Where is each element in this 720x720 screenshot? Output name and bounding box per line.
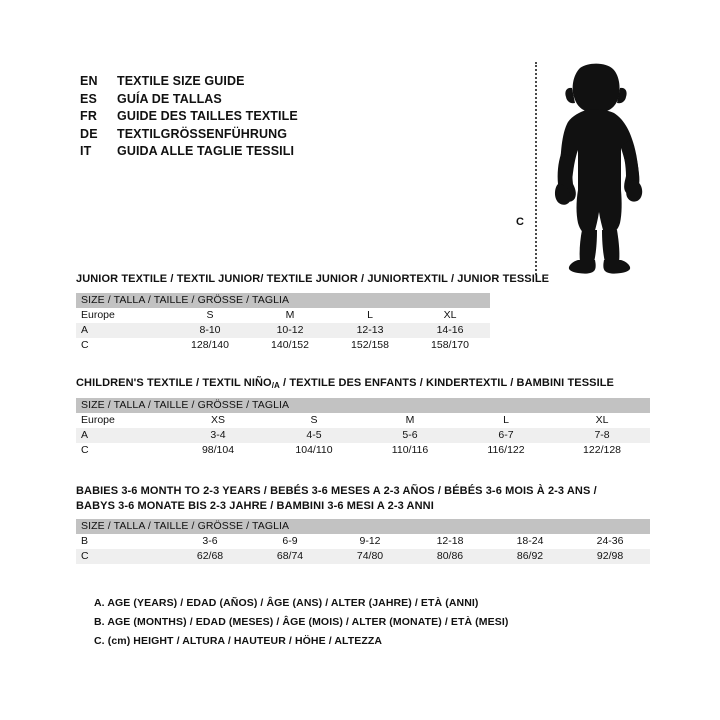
language-code: EN [80,74,98,88]
table-cell: 152/158 [330,337,410,353]
table-row: B 3-6 6-9 9-12 12-18 18-24 24-36 [76,534,651,549]
table-row: Europe S M L XL [76,307,491,323]
table-row: C 128/140 140/152 152/158 158/170 [76,337,491,353]
row-label: C [76,442,170,458]
table-cell: 3-6 [170,534,250,549]
row-label: C [76,337,170,353]
table-cell: 104/110 [266,442,362,458]
language-code: FR [80,109,98,123]
table-cell: 62/68 [170,549,250,564]
section-junior-textile: JUNIOR TEXTILE / TEXTIL JUNIOR/ TEXTILE … [76,272,549,353]
table-cell: 140/152 [250,337,330,353]
table-cell: S [266,412,362,428]
table-bar-row: SIZE / TALLA / TAILLE / GRÖSSE / TAGLIA [76,397,651,413]
row-label: A [76,427,170,443]
size-bar-label: SIZE / TALLA / TAILLE / GRÖSSE / TAGLIA [76,292,491,308]
table-cell: 14-16 [410,322,491,338]
table-cell: 9-12 [330,534,410,549]
table-cell: 6-7 [458,427,554,443]
section-title: JUNIOR TEXTILE / TEXTIL JUNIOR/ TEXTILE … [76,273,550,285]
language-row: ES GUÍA DE TALLAS [80,92,500,110]
table-bar-row: SIZE / TALLA / TAILLE / GRÖSSE / TAGLIA [76,519,651,534]
table-bar-row: SIZE / TALLA / TAILLE / GRÖSSE / TAGLIA [76,292,491,308]
size-bar-label: SIZE / TALLA / TAILLE / GRÖSSE / TAGLIA [76,397,651,413]
language-title: TEXTILGRÖSSENFÜHRUNG [117,126,288,141]
section-babies-textile: BABIES 3-6 MONTH TO 2-3 YEARS / BEBÉS 3-… [76,484,651,564]
language-code: ES [80,91,98,106]
row-label: Europe [76,307,170,323]
table-cell: S [170,307,250,323]
language-title: TEXTILE SIZE GUIDE [117,74,245,88]
section-title: BABIES 3-6 MONTH TO 2-3 YEARS / BEBÉS 3-… [76,484,650,513]
language-code: DE [80,126,98,141]
babies-size-table: SIZE / TALLA / TAILLE / GRÖSSE / TAGLIA B… [76,519,651,564]
size-figure: C [500,50,685,290]
language-header: EN TEXTILE SIZE GUIDE ES GUÍA DE TALLAS FR GU… [80,74,500,162]
language-title: GUIDA ALLE TAGLIE TESSILI [117,144,295,158]
table-row: A 8-10 10-12 12-13 14-16 [76,322,491,338]
table-cell: 7-8 [554,427,651,443]
section-title-line-1: BABIES 3-6 MONTH TO 2-3 YEARS / BEBÉS 3-… [76,485,597,497]
junior-size-table: SIZE / TALLA / TAILLE / GRÖSSE / TAGLIA E… [76,292,491,353]
row-label: Europe [76,412,170,428]
footnote-line: B. AGE (MONTHS) / EDAD (MESES) / ÂGE (MO… [94,616,509,628]
table-row: C 62/68 68/74 74/80 80/86 86/92 92/98 [76,549,651,564]
table-cell: 74/80 [330,549,410,564]
table-cell: 6-9 [250,534,330,549]
language-row: FR GUIDE DES TAILLES TEXTILE [80,109,500,127]
language-row: DE TEXTILGRÖSSENFÜHRUNG [80,127,500,145]
table-cell: XL [410,307,491,323]
section-title-pre: CHILDREN'S TEXTILE / TEXTIL NIÑO [76,377,272,389]
table-cell: 18-24 [490,534,570,549]
table-cell: 116/122 [458,442,554,458]
table-cell: 110/116 [362,442,458,458]
section-children-textile: CHILDREN'S TEXTILE / TEXTIL NIÑO/A / TEX… [76,376,651,458]
children-size-table: SIZE / TALLA / TAILLE / GRÖSSE / TAGLIA E… [76,397,651,458]
table-cell: 3-4 [170,427,266,443]
section-title: CHILDREN'S TEXTILE / TEXTIL NIÑO/A / TEX… [76,376,650,392]
table-cell: 4-5 [266,427,362,443]
table-cell: 80/86 [410,549,490,564]
height-measure-line [535,62,537,275]
table-cell: M [250,307,330,323]
table-cell: 92/98 [570,549,651,564]
table-cell: 158/170 [410,337,491,353]
table-cell: 10-12 [250,322,330,338]
table-cell: XS [170,412,266,428]
language-row: EN TEXTILE SIZE GUIDE [80,74,500,92]
table-cell: 86/92 [490,549,570,564]
table-row: C 98/104 104/110 110/116 116/122 122/128 [76,442,651,458]
section-title-sub: /A [271,381,280,390]
table-cell: 98/104 [170,442,266,458]
language-row: IT GUIDA ALLE TAGLIE TESSILI [80,144,500,162]
language-title: GUIDE DES TAILLES TEXTILE [117,109,298,123]
table-cell: 12-18 [410,534,490,549]
size-bar-label: SIZE / TALLA / TAILLE / GRÖSSE / TAGLIA [76,519,651,534]
row-label: A [76,322,170,338]
row-label: B [76,534,170,549]
table-cell: 12-13 [330,322,410,338]
row-label: C [76,549,170,564]
table-row: Europe XS S M L XL [76,412,651,428]
footnote-legend: A. AGE (YEARS) / EDAD (AÑOS) / ÂGE (ANS)… [94,594,508,651]
section-title-post: / TEXTILE DES ENFANTS / KINDERTEXTIL / B… [279,377,614,389]
language-title: GUÍA DE TALLAS [117,91,222,106]
table-cell: 24-36 [570,534,651,549]
table-cell: M [362,412,458,428]
table-cell: 8-10 [170,322,250,338]
language-code: IT [80,144,92,158]
height-measure-label: C [516,216,524,228]
footnote-line: C. (cm) HEIGHT / ALTURA / HAUTEUR / HÖHE… [94,635,383,647]
table-cell: 68/74 [250,549,330,564]
table-cell: XL [554,412,651,428]
table-row: A 3-4 4-5 5-6 6-7 7-8 [76,427,651,443]
table-cell: L [458,412,554,428]
table-cell: 5-6 [362,427,458,443]
footnote-line: A. AGE (YEARS) / EDAD (AÑOS) / ÂGE (ANS)… [94,597,479,609]
table-cell: 122/128 [554,442,651,458]
table-cell: 128/140 [170,337,250,353]
child-silhouette-icon [542,62,652,280]
section-title-line-2: BABYS 3-6 MONATE BIS 2-3 JAHRE / BAMBINI… [76,499,434,512]
table-cell: L [330,307,410,323]
